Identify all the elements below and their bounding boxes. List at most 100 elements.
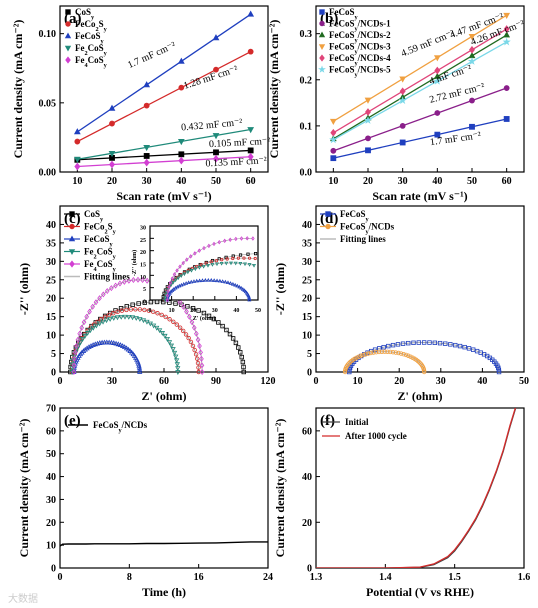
point-Fe2CoSy [177, 139, 185, 146]
point-FeCoSy/NCDs [356, 354, 361, 359]
x-tick-label: 40 [176, 176, 186, 187]
point-FeCoSy [466, 346, 472, 351]
plot-frame [315, 5, 525, 173]
inset-point-FeCoSy [240, 287, 245, 291]
point-Fe2CoSy [171, 350, 178, 356]
inset-point-FeCoSy [242, 288, 247, 292]
inset-point-FeCoSy [225, 280, 230, 285]
point-FeCoSy [469, 123, 475, 130]
point-CoSy [211, 316, 217, 322]
point-Fe2CoSy [93, 323, 100, 329]
y-tick-label: 10 [302, 331, 312, 342]
point-FeCoSy [416, 340, 422, 345]
legend-marker [68, 249, 76, 256]
point-FeCoSy/NCDs-5 [363, 116, 373, 124]
x-tick-label: 10 [328, 176, 338, 187]
inset-point-FeCoSy [215, 278, 220, 283]
point-FeCoSy [82, 346, 88, 352]
inset-point-FeCoSy [186, 280, 191, 285]
point-FeCo2Sy [163, 314, 168, 320]
point-FeCo2Sy [178, 84, 185, 91]
inset-point-Fe4CoSy [165, 293, 170, 298]
legend-entry: Fe2CoSy [75, 43, 108, 57]
inset-point-Fe2CoSy [205, 263, 210, 268]
x-tick-label: 16 [194, 572, 204, 583]
x-tick-label: 10 [353, 376, 363, 387]
point-Fe4CoSy [72, 355, 77, 362]
slope-annotation: 0.432 mF cm⁻² [181, 117, 243, 133]
legend-marker [65, 9, 71, 15]
point-FeCoSy [119, 343, 126, 348]
point-FeCoSy/NCDs [361, 352, 366, 358]
point-CoSy [236, 345, 241, 350]
point-FeCo2Sy [183, 332, 189, 337]
x-tick-label: 10 [72, 176, 82, 187]
inset-point-FeCo2Sy [220, 258, 224, 262]
point-FeCoSy/NCDs-3 [468, 34, 476, 41]
point-FeCo2Sy [133, 307, 138, 312]
panel-d-nyquist-ncds: 0 10 20 30 40 50 0 5 10 15 20 25 30 35 40 Z' (ohm) -Z'' … [273, 205, 529, 403]
lsv-curve-Initial [316, 408, 517, 568]
point-Fe4CoSy [177, 299, 183, 306]
point-Fe2CoSy [154, 325, 160, 331]
point-FeCo2Sy [142, 307, 147, 313]
inset-point-FeCo2Sy [204, 261, 208, 265]
point-FeCoSy [137, 369, 143, 374]
point-Fe2CoSy [118, 314, 124, 320]
legend-entry: FeCo2Sy [84, 222, 117, 236]
point-FeCo2Sy [151, 309, 156, 315]
point-Fe4CoSy [198, 349, 203, 356]
inset-point-Fe2CoSy [193, 267, 198, 272]
y-tick-label: 40 [46, 472, 56, 483]
point-Fe4CoSy [140, 277, 145, 284]
point-Fe2CoSy [170, 347, 176, 353]
point-FeCoSy/NCDs [368, 350, 374, 356]
x-tick-label: 1.6 [518, 572, 531, 583]
point-FeCoSy/NCDs [403, 352, 409, 358]
point-FeCoSy/NCDs [371, 350, 376, 355]
point-Fe2CoSy [129, 315, 136, 321]
plot-frame [315, 205, 525, 373]
inset-point-Fe2CoSy [219, 262, 224, 266]
point-FeCo2Sy [195, 360, 201, 366]
x-tick-label: 20 [363, 176, 373, 187]
inset-point-FeCoSy [233, 282, 238, 287]
plot-frame [59, 407, 269, 569]
point-Fe4CoSy [194, 330, 199, 337]
point-FeCoSy [434, 131, 441, 138]
point-Fe4CoSy [77, 330, 82, 337]
fitting-line-FeCoSy [73, 342, 141, 373]
point-FeCo2Sy [174, 322, 180, 327]
point-Fe2CoSy [159, 331, 166, 336]
x-tick-label: 24 [263, 572, 273, 583]
point-FeCoSy/NCDs [393, 350, 398, 355]
x-tick-label: 0 [314, 376, 319, 387]
y-tick-label: 25 [46, 275, 56, 286]
x-tick-label: 20 [394, 376, 404, 387]
x-tick-label: 40 [477, 376, 487, 387]
y-tick-label: 20 [302, 518, 312, 529]
inset-point-Fe4CoSy [217, 240, 221, 245]
inset-point-FeCoSy [203, 278, 208, 282]
inset-point-FeCoSy [230, 281, 235, 286]
legend-marker [319, 20, 325, 27]
point-FeCoSy [108, 339, 115, 345]
point-FeCoSy/NCDs-4 [399, 87, 406, 96]
point-FeCoSy/NCDs [406, 353, 411, 358]
inset-point-Fe4CoSy [239, 236, 244, 241]
lsv-curve-After 1000 cycle [316, 408, 517, 568]
point-CoSy [173, 301, 178, 306]
point-Fe2CoSy [168, 343, 175, 349]
point-Fe2CoSy [70, 362, 76, 368]
y-tick-label: 10 [46, 541, 56, 552]
y-tick-label: 30 [46, 257, 56, 268]
inset-point-Fe4CoSy [178, 264, 182, 269]
point-Fe4CoSy [135, 276, 141, 283]
panel-label: (c) [64, 211, 81, 227]
y-axis-label: -Z'' (ohm) [17, 263, 31, 315]
legend-marker [65, 21, 71, 27]
point-FeCoSy [399, 139, 406, 146]
y-tick-label: 35 [46, 238, 56, 249]
point-FeCoSy/NCDs [417, 360, 422, 365]
point-Fe2CoSy [77, 340, 84, 346]
